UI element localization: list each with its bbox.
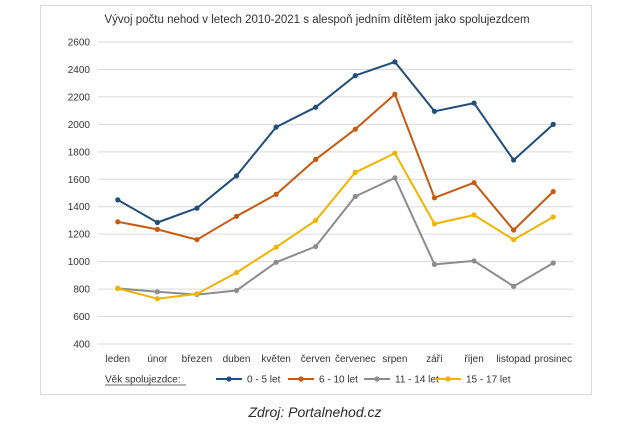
legend-label: 15 - 17 let bbox=[466, 375, 511, 386]
data-point bbox=[233, 287, 240, 294]
data-point bbox=[471, 180, 477, 186]
chart-title: Vývoj počtu nehod v letech 2010-2021 s a… bbox=[104, 14, 529, 26]
data-point bbox=[550, 189, 556, 195]
x-tick-label: červenec bbox=[335, 354, 376, 365]
legend-label: 0 - 5 let bbox=[247, 375, 281, 386]
data-point bbox=[431, 108, 438, 114]
data-point bbox=[154, 226, 160, 232]
x-tick-label: říjen bbox=[464, 354, 483, 365]
y-tick-label: 2600 bbox=[68, 38, 91, 49]
data-point bbox=[273, 244, 279, 250]
x-tick-label: duben bbox=[223, 354, 251, 365]
data-point bbox=[154, 219, 160, 226]
line-chart: Vývoj počtu nehod v letech 2010-2021 s a… bbox=[68, 14, 573, 386]
data-point bbox=[115, 197, 121, 203]
y-tick-label: 1200 bbox=[68, 230, 91, 241]
data-point bbox=[431, 195, 438, 201]
data-point bbox=[392, 91, 398, 97]
y-tick-label: 2200 bbox=[68, 92, 91, 103]
data-point bbox=[511, 237, 517, 243]
data-point bbox=[471, 100, 477, 106]
x-tick-label: březen bbox=[182, 354, 213, 365]
data-point bbox=[511, 227, 517, 233]
legend-marker bbox=[374, 376, 380, 382]
legend-marker bbox=[445, 376, 451, 382]
data-point bbox=[550, 214, 556, 220]
data-point bbox=[154, 296, 160, 302]
data-point bbox=[550, 121, 556, 127]
y-axis-ticks: 400 600 800 1000 1200 1400 1600 1800 2000 2200 240… bbox=[68, 38, 91, 351]
y-tick-label: 2000 bbox=[68, 120, 91, 131]
data-point bbox=[273, 191, 279, 197]
y-tick-label: 600 bbox=[73, 312, 90, 323]
legend-marker bbox=[226, 376, 232, 382]
x-tick-label: červen bbox=[301, 354, 331, 365]
data-point bbox=[194, 237, 200, 243]
data-point bbox=[352, 73, 358, 79]
y-tick-label: 1000 bbox=[68, 257, 91, 268]
data-point bbox=[550, 260, 556, 266]
x-tick-label: únor bbox=[147, 354, 168, 365]
y-tick-label: 1800 bbox=[68, 147, 91, 158]
data-point bbox=[313, 243, 319, 250]
data-point bbox=[392, 150, 398, 156]
data-point bbox=[352, 193, 358, 200]
data-point bbox=[233, 270, 240, 276]
data-point bbox=[313, 217, 319, 224]
data-point bbox=[313, 156, 319, 162]
data-point bbox=[115, 219, 121, 225]
data-point bbox=[115, 285, 121, 292]
y-tick-label: 2400 bbox=[68, 65, 91, 76]
data-point bbox=[471, 212, 477, 218]
x-tick-label: prosinec bbox=[534, 354, 572, 365]
legend-label: 6 - 10 let bbox=[319, 375, 358, 386]
data-point bbox=[313, 104, 319, 110]
data-point bbox=[194, 205, 200, 211]
data-point bbox=[471, 258, 477, 264]
data-point bbox=[273, 259, 279, 265]
x-tick-label: září bbox=[426, 354, 443, 365]
series-line bbox=[117, 152, 554, 300]
data-point bbox=[273, 124, 279, 130]
x-tick-label: květen bbox=[261, 354, 290, 365]
source-caption: Zdroj: Portalnehod.cz bbox=[248, 404, 382, 420]
chart-frame: Vývoj počtu nehod v letech 2010-2021 s a… bbox=[40, 5, 592, 395]
data-point bbox=[233, 173, 240, 179]
data-point bbox=[352, 126, 358, 132]
y-tick-label: 1600 bbox=[68, 175, 91, 186]
data-point bbox=[431, 261, 438, 267]
data-point bbox=[511, 157, 517, 163]
series-line bbox=[117, 60, 554, 224]
x-axis-ticks: leden únor březen duben květen červen červenec… bbox=[106, 354, 573, 365]
legend: Věk spolujezdce: 0 - 5 let 6 - 10 let 11 - … bbox=[105, 375, 511, 386]
x-tick-label: srpen bbox=[382, 354, 407, 365]
data-point bbox=[194, 291, 200, 297]
x-tick-label: leden bbox=[106, 354, 130, 365]
data-point bbox=[392, 175, 398, 181]
data-point bbox=[511, 283, 517, 289]
legend-label: 11 - 14 let bbox=[395, 375, 439, 386]
legend-title: Věk spolujezdce: bbox=[105, 375, 181, 386]
y-tick-label: 800 bbox=[73, 285, 90, 296]
legend-marker bbox=[298, 376, 304, 382]
y-tick-label: 1400 bbox=[68, 202, 91, 213]
data-point bbox=[154, 289, 160, 295]
series-line bbox=[117, 93, 554, 241]
series-lines bbox=[115, 59, 556, 302]
data-point bbox=[352, 169, 358, 176]
data-point bbox=[392, 59, 398, 65]
data-point bbox=[233, 213, 240, 219]
y-tick-label: 400 bbox=[73, 340, 90, 351]
x-tick-label: listopad bbox=[496, 354, 530, 365]
gridlines bbox=[98, 41, 573, 345]
data-point bbox=[431, 221, 438, 227]
